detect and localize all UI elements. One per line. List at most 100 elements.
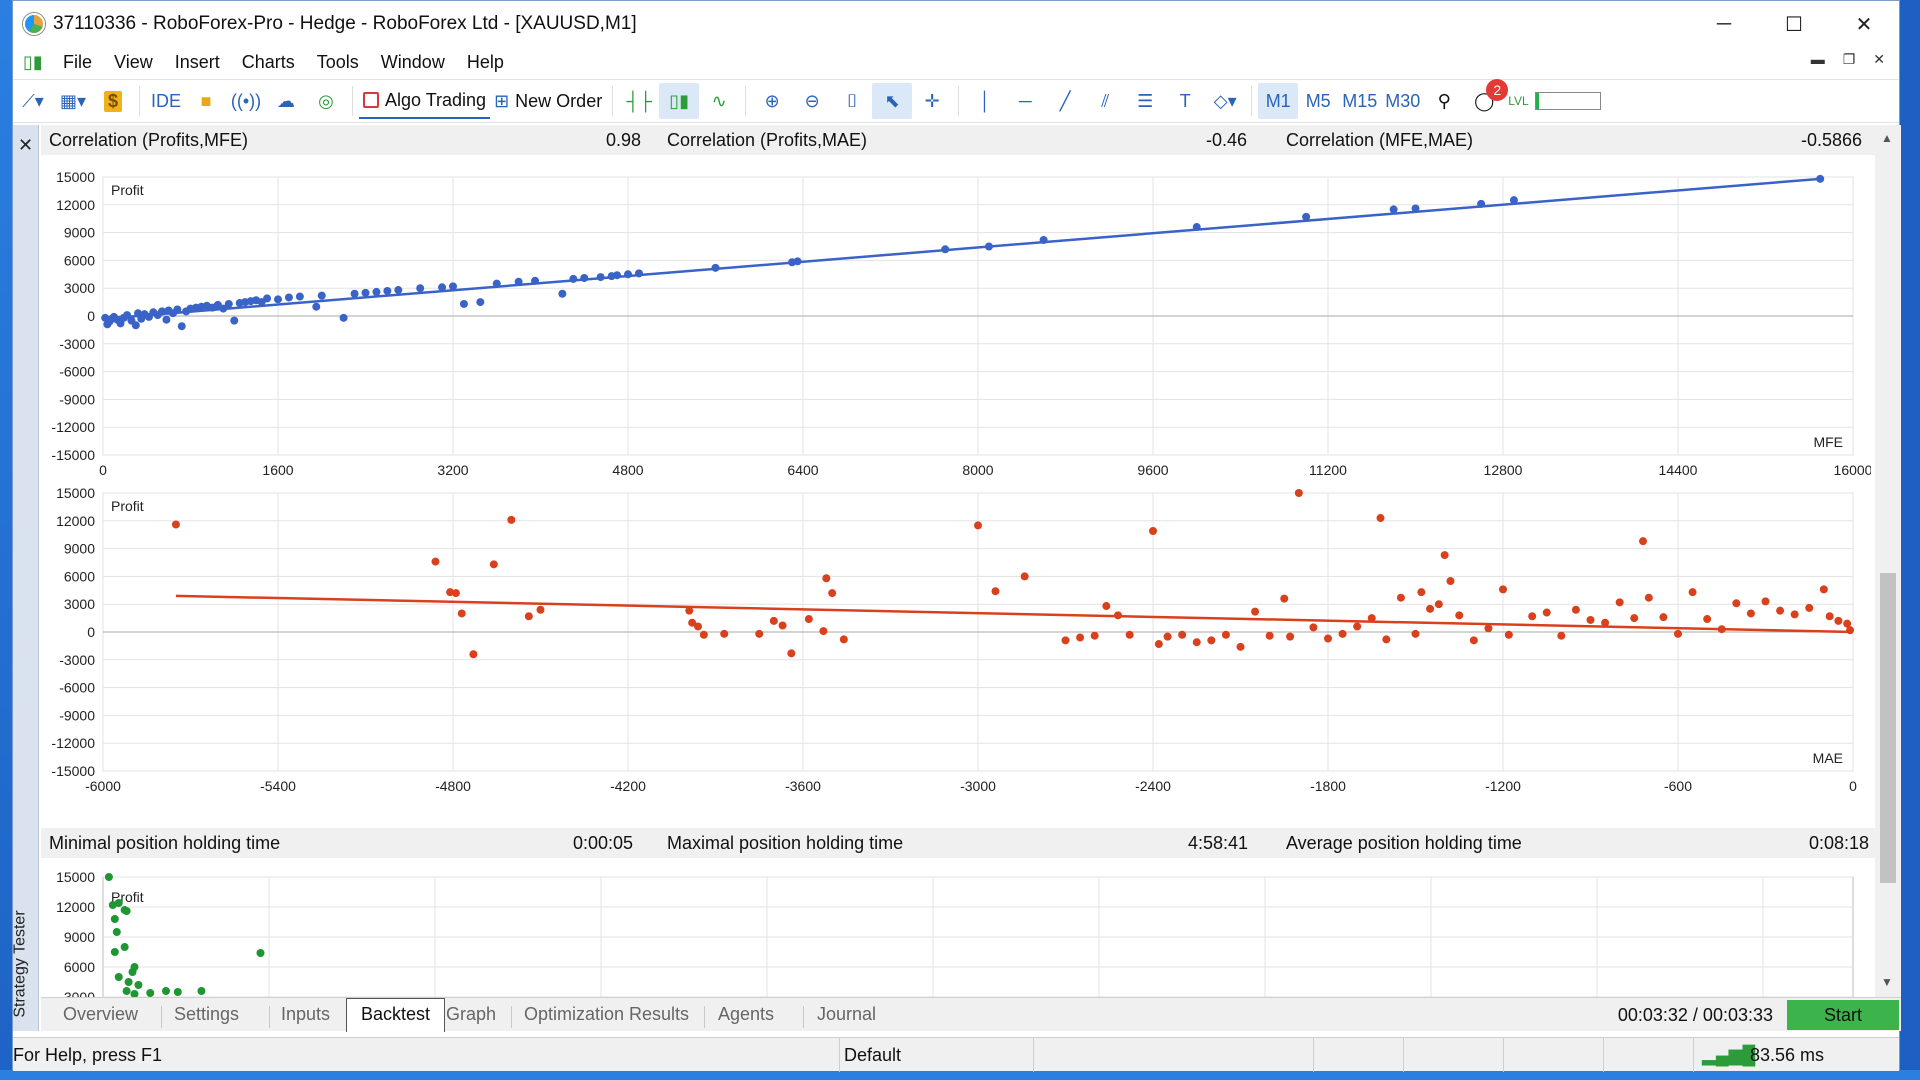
x-axis-label: MFE [1813, 434, 1843, 450]
templates-icon[interactable]: ▦▾ [59, 90, 87, 111]
data-point [624, 270, 632, 279]
data-point [793, 257, 802, 266]
menu-charts[interactable]: Charts [241, 51, 295, 72]
x-tick-label: 12800 [1484, 462, 1523, 478]
line-chart-icon[interactable]: ∿ [711, 90, 727, 111]
tester-scrollbar[interactable]: ▲ ▼ [1875, 125, 1901, 997]
timeframe-m30[interactable]: M30 [1385, 90, 1421, 111]
mdi-restore-button[interactable]: ❐ [1842, 51, 1856, 67]
tab-journal[interactable]: Journal [817, 1004, 877, 1024]
data-point [1061, 636, 1070, 645]
tab-overview[interactable]: Overview [63, 1004, 139, 1024]
cloud-icon[interactable]: ☁ [277, 90, 295, 111]
market-bag-icon[interactable]: ■ [200, 90, 212, 111]
data-point [492, 279, 501, 288]
menu-tools[interactable]: Tools [316, 51, 359, 72]
timeframe-m5[interactable]: M5 [1305, 90, 1331, 111]
text-icon[interactable]: T [1179, 90, 1191, 111]
status-profile-cell[interactable]: Default [839, 1038, 1033, 1072]
x-tick-label: 16000 [1834, 462, 1871, 478]
bar-chart-icon[interactable]: ┤├ [626, 90, 652, 111]
cursor-icon[interactable]: ⬉ [872, 83, 913, 119]
search-icon[interactable]: ⚲ [1437, 90, 1451, 111]
y-tick-label: 9000 [64, 225, 95, 241]
start-button[interactable]: Start [1787, 1000, 1899, 1030]
signals-icon[interactable]: ((•)) [230, 90, 262, 111]
tester-close-icon[interactable]: ✕ [18, 135, 34, 155]
new-order-button[interactable]: ⊞ New Order [490, 83, 606, 119]
mdi-close-button[interactable]: ✕ [1873, 51, 1885, 67]
crosshair-icon[interactable]: ✛ [924, 90, 940, 111]
horizontal-line-icon[interactable]: ─ [1018, 90, 1032, 111]
notifications-button[interactable]: ◯ 2 [1464, 79, 1509, 119]
maximize-button[interactable]: ☐ [1785, 13, 1803, 36]
vertical-line-icon[interactable]: │ [979, 90, 991, 111]
toolbar-separator [139, 86, 140, 116]
timeframe-m1[interactable]: M1 [1258, 83, 1299, 119]
data-point [1265, 631, 1274, 640]
data-point [1703, 615, 1712, 624]
data-point [1417, 588, 1426, 597]
chart-type-icon[interactable]: ⟋▾ [22, 90, 44, 111]
menu-view[interactable]: View [114, 51, 153, 72]
status-connection-cell[interactable]: ▂▄▆█ 83.56 ms [1693, 1038, 1899, 1072]
data-point [1396, 593, 1405, 602]
data-point [1504, 630, 1513, 639]
tab-settings[interactable]: Settings [174, 1004, 240, 1024]
scroll-thumb[interactable] [1880, 573, 1896, 883]
data-point [114, 899, 123, 907]
minimize-button[interactable]: ─ [1716, 12, 1732, 35]
market-icon[interactable]: $ [93, 83, 133, 119]
toolbar-separator [1251, 86, 1253, 116]
data-point [489, 560, 498, 569]
mdi-minimize-button[interactable]: ▬ [1810, 51, 1825, 67]
ide-button[interactable]: IDE [150, 90, 181, 111]
shapes-icon[interactable]: ◇▾ [1213, 90, 1237, 111]
close-button[interactable]: ✕ [1855, 13, 1873, 36]
title-bar[interactable]: 37110336 - RoboForex-Pro - Hedge - RoboF… [13, 1, 1899, 47]
data-point [1411, 204, 1420, 213]
trendline-icon[interactable]: ╱ [1059, 90, 1071, 111]
data-point [1294, 489, 1303, 497]
menu-help[interactable]: Help [466, 51, 504, 72]
menu-insert[interactable]: Insert [174, 51, 220, 72]
menu-window[interactable]: Window [380, 51, 445, 72]
data-point [507, 515, 516, 524]
tab-backtest[interactable]: Backtest [346, 998, 446, 1032]
timeframe-m15[interactable]: M15 [1342, 90, 1378, 111]
data-point [131, 321, 140, 330]
chart-window-icon[interactable]: ▯▮ [23, 52, 43, 72]
menu-file[interactable]: File [63, 51, 93, 72]
tab-optimization-results[interactable]: Optimization Results [524, 1004, 690, 1024]
zoom-in-icon[interactable]: ⊕ [764, 90, 780, 111]
signal-level[interactable]: LVL [1504, 83, 1604, 119]
data-point [438, 283, 447, 292]
connection-signal-icon: ▂▄▆█ [1702, 1045, 1756, 1065]
new-order-label: New Order [515, 90, 603, 111]
tab-agents[interactable]: Agents [718, 1004, 775, 1024]
data-point [1192, 638, 1201, 647]
vps-icon[interactable]: ◎ [318, 90, 334, 111]
zoom-out-icon[interactable]: ⊖ [804, 90, 820, 111]
min-holding-value: 0:00:05 [573, 833, 634, 853]
y-tick-label: 9000 [64, 929, 95, 945]
tab-inputs[interactable]: Inputs [281, 1004, 331, 1024]
fibonacci-icon[interactable]: ☰ [1137, 90, 1154, 111]
data-point [112, 928, 121, 936]
data-point [1746, 609, 1755, 618]
tab-separator [511, 1006, 512, 1028]
data-point [162, 987, 170, 995]
data-point [459, 299, 468, 308]
tab-graph[interactable]: Graph [446, 1004, 497, 1024]
data-point [1819, 585, 1828, 594]
channel-icon[interactable]: ⫽ [1101, 90, 1110, 111]
trend-line [175, 594, 1854, 634]
scroll-up-icon[interactable]: ▲ [1881, 131, 1893, 145]
candlestick-icon[interactable]: ▯▮ [659, 83, 700, 119]
data-point [339, 313, 348, 322]
data-point [219, 304, 228, 313]
data-point [1125, 630, 1134, 639]
chart-shift-icon[interactable]: ⌷ [846, 90, 858, 111]
algo-trading-button[interactable]: Algo Trading [359, 83, 491, 119]
scroll-down-icon[interactable]: ▼ [1881, 975, 1893, 989]
